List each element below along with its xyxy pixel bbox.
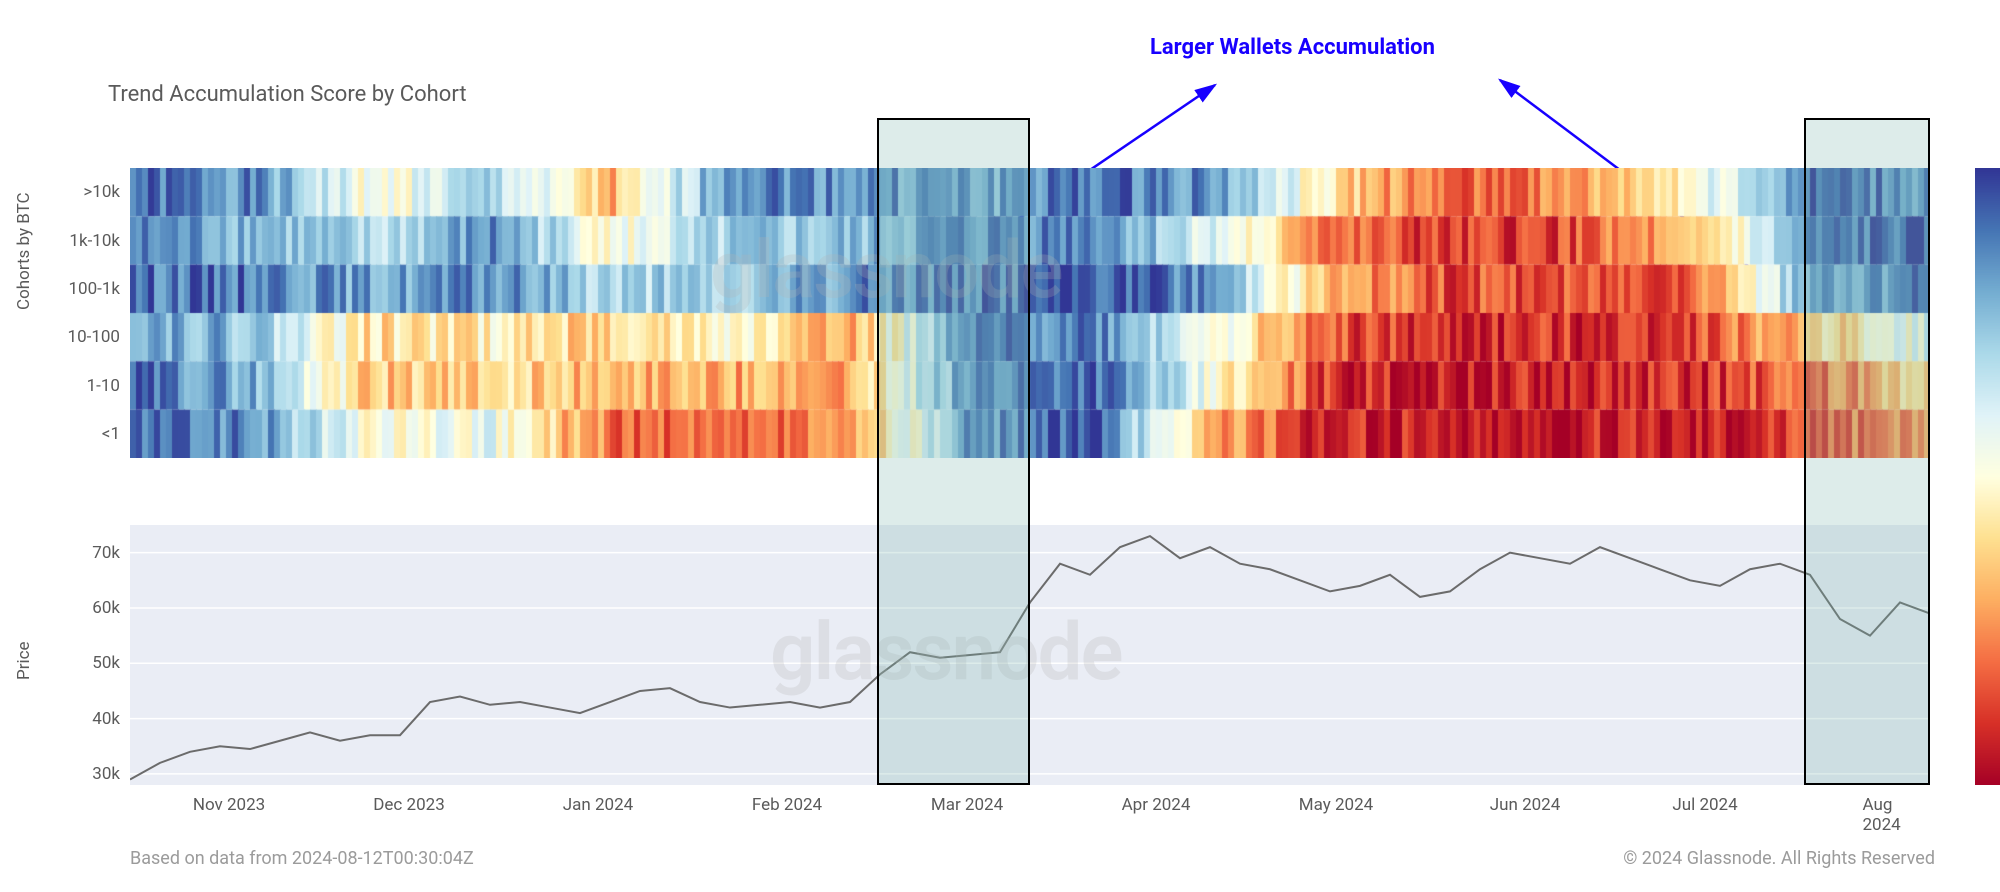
x-tick: Mar 2024	[931, 795, 1003, 815]
x-tick: Feb 2024	[752, 795, 822, 815]
price-y-tick: 50k	[92, 653, 120, 673]
x-tick: Dec 2023	[373, 795, 445, 815]
price-chart: glassnode	[130, 525, 1930, 785]
x-tick: Jul 2024	[1672, 795, 1737, 815]
x-tick: Jun 2024	[1490, 795, 1561, 815]
x-tick: Apr 2024	[1122, 795, 1191, 815]
heatmap-y-ticks: >10k 1k-10k 100-1k 10-100 1-10 <1	[30, 168, 125, 458]
x-axis-ticks: Nov 2023 Dec 2023 Jan 2024 Feb 2024 Mar 2024…	[130, 795, 1930, 825]
footer-copyright: © 2024 Glassnode. All Rights Reserved	[1623, 848, 1935, 869]
price-y-tick: 70k	[92, 543, 120, 563]
annotation-label: Larger Wallets Accumulation	[1150, 35, 1435, 60]
heatmap-y-tick: >10k	[83, 182, 120, 202]
heatmap-y-tick: <1	[102, 424, 120, 444]
heatmap-y-tick: 1k-10k	[69, 231, 120, 251]
colorbar	[1975, 168, 2000, 785]
heatmap: glassnode	[130, 168, 1930, 458]
heatmap-y-tick: 10-100	[68, 327, 120, 347]
footer-data-timestamp: Based on data from 2024-08-12T00:30:04Z	[130, 848, 474, 869]
price-y-tick: 40k	[92, 709, 120, 729]
x-tick: May 2024	[1299, 795, 1373, 815]
price-y-ticks: 30k 40k 50k 60k 70k	[30, 525, 125, 785]
chart-title: Trend Accumulation Score by Cohort	[108, 82, 467, 107]
price-y-tick: 30k	[92, 764, 120, 784]
heatmap-y-tick: 1-10	[87, 376, 120, 396]
heatmap-y-tick: 100-1k	[68, 279, 120, 299]
x-tick: Jan 2024	[563, 795, 633, 815]
price-y-tick: 60k	[92, 598, 120, 618]
x-tick: Nov 2023	[193, 795, 265, 815]
x-tick: Aug 2024	[1863, 795, 1908, 835]
